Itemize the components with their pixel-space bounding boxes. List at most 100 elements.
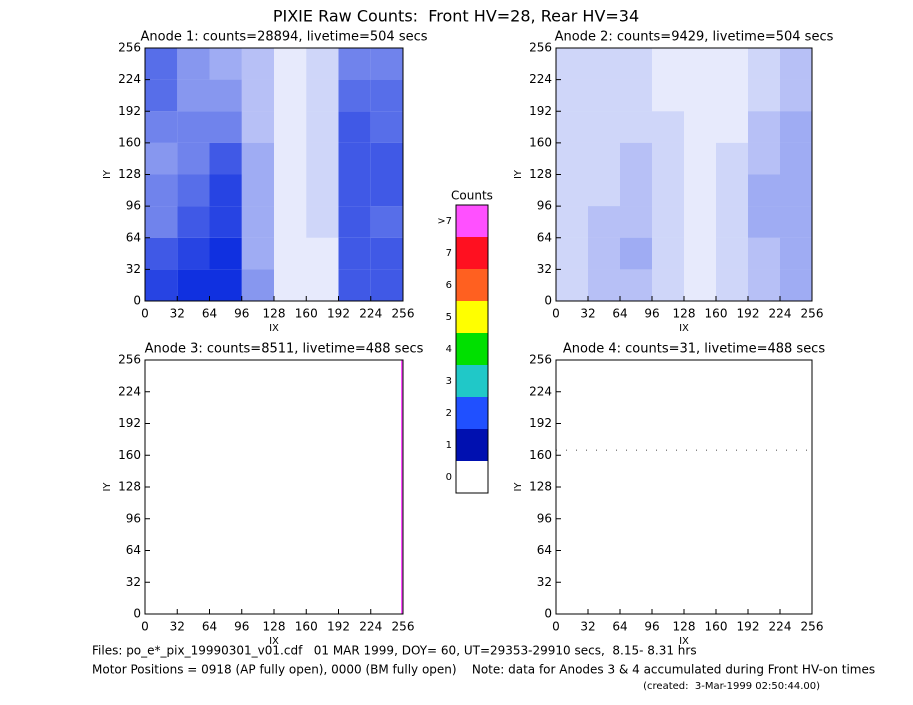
y-axis-label: IY: [513, 482, 524, 492]
density-cell: [588, 48, 620, 80]
density-cell: [652, 174, 684, 207]
colorbar-label: >7: [437, 216, 452, 227]
density-cell: [716, 360, 748, 392]
y-tick-label: 128: [529, 480, 552, 494]
density-cell: [371, 519, 403, 551]
density-cell: [210, 551, 242, 583]
density-cell: [274, 519, 306, 551]
density-cell: [209, 269, 242, 301]
density-cell: [145, 582, 177, 614]
density-cell: [338, 79, 371, 112]
density-cell: [338, 237, 371, 270]
y-tick-label: 224: [118, 384, 141, 398]
density-cell: [339, 582, 371, 614]
density-cell: [684, 487, 716, 519]
colorbar-frame: [455, 204, 489, 494]
x-tick-label: 256: [392, 307, 415, 321]
density-cell: [780, 519, 812, 551]
density-cell: [306, 487, 338, 519]
density-cell: [588, 582, 620, 614]
density-cell: [588, 269, 620, 301]
density-cell: [242, 519, 274, 551]
density-cell: [620, 48, 652, 80]
y-tick-label: 96: [126, 199, 141, 213]
density-cell: [684, 424, 716, 456]
density-cell: [145, 206, 178, 238]
density-cell: [145, 237, 178, 270]
density-cell: [684, 142, 716, 175]
y-tick-label: 224: [529, 384, 552, 398]
x-tick-label: 224: [359, 620, 382, 634]
y-tick-label: 192: [118, 104, 141, 118]
density-cell: [620, 551, 652, 583]
density-cell: [209, 111, 242, 143]
density-cell: [241, 174, 274, 207]
density-cell: [716, 424, 748, 456]
density-cell: [370, 79, 403, 112]
density-cell: [556, 79, 588, 112]
density-cell: [780, 392, 812, 424]
density-cell: [748, 206, 780, 238]
density-cell: [556, 392, 588, 424]
density-cell: [274, 487, 306, 519]
density-cell: [242, 424, 274, 456]
colorbar-label: 2: [446, 408, 452, 419]
density-cell: [780, 142, 812, 175]
density-cell: [588, 487, 620, 519]
density-cell: [145, 142, 178, 175]
density-cell: [306, 142, 339, 175]
density-cell: [177, 360, 209, 392]
density-cell: [652, 455, 684, 487]
density-cell: [748, 392, 780, 424]
density-cell: [370, 174, 403, 207]
colorbar-swatch: [456, 237, 488, 269]
colorbar-label: 0: [446, 472, 452, 483]
y-tick-label: 256: [529, 353, 552, 367]
density-cell: [242, 392, 274, 424]
density-cell: [241, 269, 274, 301]
density-cell: [274, 174, 307, 207]
density-cell: [210, 392, 242, 424]
density-cell: [588, 424, 620, 456]
density-cell: [306, 551, 338, 583]
y-tick-label: 224: [529, 72, 552, 86]
density-cell: [370, 237, 403, 270]
density-cell: [620, 206, 652, 238]
panel-title: Anode 1: counts=28894, livetime=504 secs: [140, 30, 427, 45]
x-tick-label: 0: [141, 307, 149, 321]
x-tick-label: 128: [263, 307, 286, 321]
density-cell: [145, 487, 177, 519]
x-tick-label: 32: [580, 307, 595, 321]
density-cell: [370, 111, 403, 143]
density-cell: [242, 487, 274, 519]
panel-title: Anode 2: counts=9429, livetime=504 secs: [555, 30, 834, 45]
density-cell: [242, 360, 274, 392]
y-tick-label: 96: [126, 511, 141, 525]
x-tick-label: 128: [263, 620, 286, 634]
colorbar-label: 6: [446, 280, 452, 291]
density-cell: [177, 424, 209, 456]
density-cell: [716, 551, 748, 583]
density-cell: [780, 582, 812, 614]
density-cell: [588, 551, 620, 583]
density-cell: [620, 269, 652, 301]
x-tick-label: 192: [737, 620, 760, 634]
density-cell: [620, 111, 652, 143]
y-tick-label: 256: [118, 41, 141, 55]
y-tick-label: 64: [126, 230, 141, 244]
density-cell: [684, 519, 716, 551]
density-cell: [652, 392, 684, 424]
density-cell: [274, 79, 307, 112]
density-cell: [306, 392, 338, 424]
density-cell: [371, 360, 403, 392]
colorbar-label: 3: [446, 376, 452, 387]
density-cell: [748, 174, 780, 207]
y-tick-label: 0: [544, 607, 552, 621]
density-cell: [210, 424, 242, 456]
y-tick-label: 192: [529, 416, 552, 430]
x-tick-label: 192: [327, 307, 350, 321]
density-cell: [210, 582, 242, 614]
y-tick-label: 32: [126, 575, 141, 589]
y-tick-label: 128: [529, 167, 552, 181]
density-cell: [716, 582, 748, 614]
